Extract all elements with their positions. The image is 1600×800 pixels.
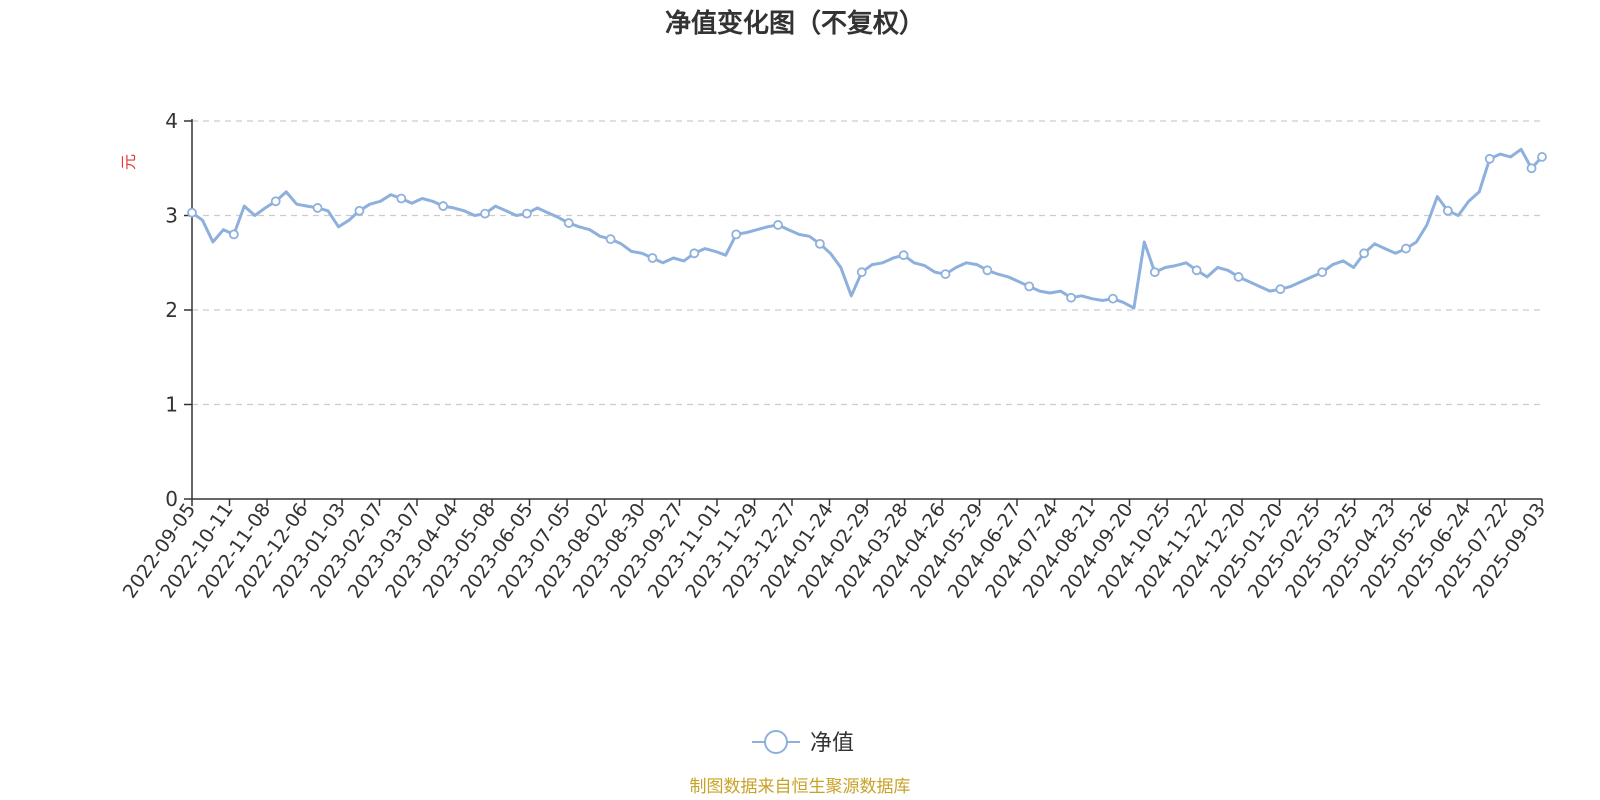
data-point[interactable] <box>689 248 700 259</box>
x-tick-labels: 2022-09-052022-10-112022-11-082022-12-06… <box>119 499 1550 602</box>
legend[interactable]: 净值 <box>752 730 854 756</box>
data-point[interactable] <box>856 267 867 278</box>
series-layer <box>187 147 1547 310</box>
y-tick-label: 4 <box>165 109 178 133</box>
data-point[interactable] <box>1401 243 1411 254</box>
data-point[interactable] <box>1108 293 1118 304</box>
data-point[interactable] <box>354 205 365 216</box>
data-point[interactable] <box>1275 284 1286 295</box>
data-point[interactable] <box>815 238 825 249</box>
axes <box>184 119 1543 506</box>
data-point[interactable] <box>270 196 281 207</box>
legend-entry-label: 净值 <box>810 731 854 756</box>
data-point[interactable] <box>731 229 742 240</box>
data-point[interactable] <box>1537 152 1547 162</box>
data-point[interactable] <box>1191 265 1202 276</box>
data-point[interactable] <box>396 193 407 204</box>
data-point[interactable] <box>1233 272 1244 282</box>
data-point[interactable] <box>1526 163 1537 174</box>
data-point[interactable] <box>605 234 616 245</box>
data-point[interactable] <box>228 229 239 240</box>
data-point[interactable] <box>773 220 783 230</box>
data-point[interactable] <box>647 253 658 263</box>
y-tick-labels: 0 1 2 3 4 <box>165 109 178 511</box>
data-point[interactable] <box>438 201 449 211</box>
data-point[interactable] <box>982 265 993 276</box>
data-point[interactable] <box>312 203 323 213</box>
data-point[interactable] <box>1442 205 1453 216</box>
y-axis-label: 元 <box>119 154 138 170</box>
data-point[interactable] <box>1359 248 1369 259</box>
data-point[interactable] <box>1317 267 1328 278</box>
data-point[interactable] <box>1149 267 1160 278</box>
data-point[interactable] <box>940 269 951 279</box>
legend-marker-swatch <box>764 730 788 754</box>
data-point[interactable] <box>563 218 574 228</box>
data-point[interactable] <box>521 208 532 219</box>
source-note: 制图数据来自恒生聚源数据库 <box>690 777 911 797</box>
data-point[interactable] <box>480 208 490 219</box>
y-tick-label: 2 <box>165 298 178 322</box>
y-tick-label: 0 <box>165 487 178 511</box>
data-point[interactable] <box>1066 292 1076 303</box>
y-tick-label: 1 <box>165 393 178 417</box>
data-point[interactable] <box>1484 153 1495 164</box>
series-line <box>191 147 1544 310</box>
chart-title: 净值变化图（不复权） <box>665 8 925 39</box>
data-point[interactable] <box>898 250 909 261</box>
data-point[interactable] <box>187 207 197 218</box>
data-point[interactable] <box>1024 281 1035 292</box>
grid-lines <box>192 120 1542 406</box>
y-tick-label: 3 <box>165 204 178 228</box>
